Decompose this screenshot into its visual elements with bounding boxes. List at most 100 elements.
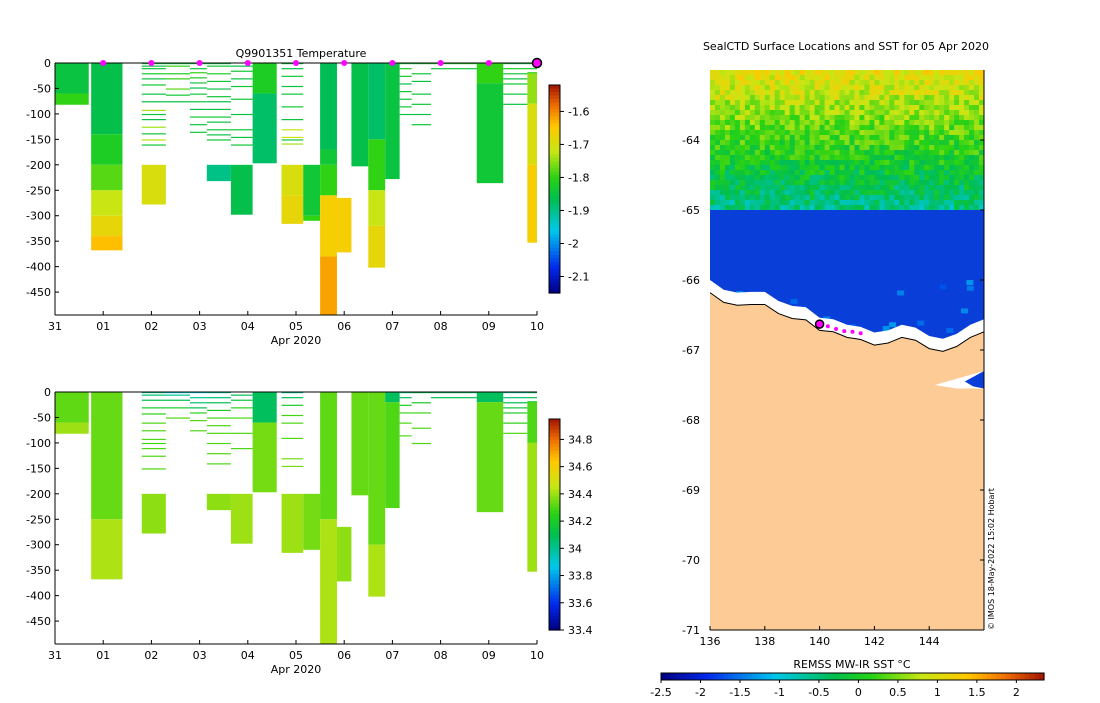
sst-cell [969,110,975,116]
sst-cell [819,120,826,126]
sst-cell [914,190,920,196]
sst-cell [964,115,970,121]
sst-cell [979,200,985,206]
sst-cell [859,70,865,76]
no-data-strip [710,280,984,352]
sst-cell [829,195,836,201]
sst-cell [914,175,920,181]
sst-cell [710,100,716,106]
sst-cell [814,105,821,111]
sst-cell [964,110,970,116]
sst-cell [764,205,771,211]
sst-cell [974,205,980,211]
sst-cell [919,120,925,126]
colorbar-tick-label: 33.6 [568,597,593,610]
sst-cell [954,180,960,186]
sst-cell [710,140,716,146]
sst-cell [824,180,831,186]
sst-cell [869,100,875,106]
x-tick-label: 02 [144,649,158,662]
sst-cell [794,175,801,181]
sst-cell [869,155,875,161]
sst-cell [769,165,776,171]
colorbar-cell [549,601,560,606]
colorbar-cell [549,429,560,434]
sst-colorbar-cell [732,673,739,680]
sst-cell [804,165,811,171]
sst-cell [719,160,726,166]
sst-cell [844,120,850,126]
sst-cell [749,190,756,196]
sst-cell [809,110,816,116]
sst-cell [854,200,860,206]
sst-cell [849,180,855,186]
sst-cell [729,200,736,206]
sst-cell [784,110,791,116]
sst-cell [939,130,945,136]
profile-cell [230,493,253,544]
profile-streak [206,134,231,136]
sst-cell [774,150,781,156]
sst-cell [839,130,846,136]
sst-cell [939,100,945,106]
sst-cell [964,90,970,96]
sst-cell [724,70,731,76]
profile-streak [141,139,166,141]
sst-cell [799,175,806,181]
profile-streak [141,78,166,80]
sst-cell [944,85,950,91]
sst-cell [764,155,771,161]
sst-cell [899,195,905,201]
sst-cell [739,150,746,156]
colorbar-cell [549,192,560,197]
sst-cell [774,135,781,141]
profile-streak [141,144,166,146]
colorbar-cell [549,475,560,480]
sst-cell [904,150,910,156]
x-axis-label: Apr 2020 [271,663,322,676]
sst-cell [824,105,831,111]
sst-cell [779,95,786,101]
profile-cell [91,134,123,165]
sst-cell [884,145,890,151]
sst-cell [859,90,865,96]
sst-cell [724,135,731,141]
sst-cell [859,170,865,176]
sst-cell [849,170,855,176]
sst-cell [844,140,850,146]
profile-streak [430,68,477,70]
sst-cell [879,205,885,211]
sst-cell [714,175,721,181]
colorbar-cell [549,98,560,103]
sst-cell [909,95,915,101]
sst-cell [734,165,741,171]
sst-cell [929,130,935,136]
sst-cell [719,195,726,201]
colorbar-cell [549,178,560,183]
sst-cell [749,120,756,126]
sst-cell [969,185,975,191]
sst-cell [949,105,955,111]
sst-cell [724,175,731,181]
sst-cell [814,170,821,176]
sst-cell [764,175,771,181]
sst-cell [749,70,756,76]
profile-streak [189,397,207,399]
sst-cell [794,130,801,136]
sst-cell [829,95,836,101]
sst-cell [869,205,875,211]
sst-cell [824,170,831,176]
profile-cell [91,215,123,237]
sst-cell [934,110,940,116]
x-tick-label: 09 [482,649,496,662]
sst-cell [784,130,791,136]
sst-cell [884,160,890,166]
sst-cell [879,180,885,186]
profile-cell [368,190,386,226]
sst-cell [969,140,975,146]
profile-streak [189,108,207,111]
sst-cell [769,200,776,206]
sst-cell [919,125,925,131]
sst-cell [710,170,716,176]
